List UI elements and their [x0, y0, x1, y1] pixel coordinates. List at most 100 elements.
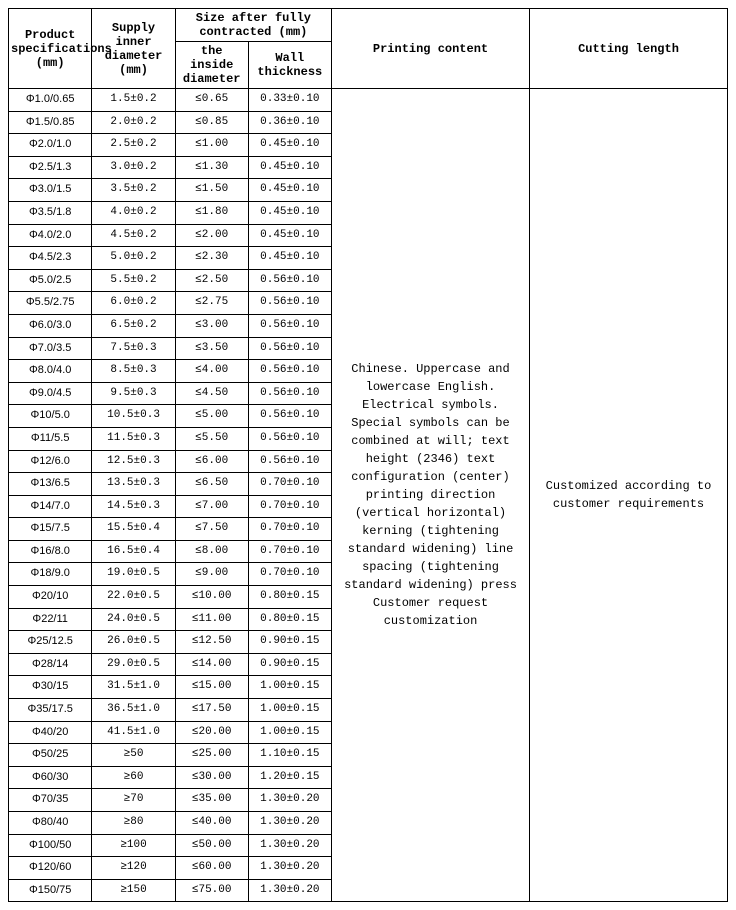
- cell-supply-diameter: 16.5±0.4: [92, 540, 175, 563]
- cell-inside-diameter: ≤40.00: [175, 812, 248, 835]
- cell-inside-diameter: ≤5.50: [175, 427, 248, 450]
- cell-wall-thickness: 1.20±0.15: [248, 766, 331, 789]
- cell-product-spec: Φ3.0/1.5: [9, 179, 92, 202]
- header-supply-diameter: Supply inner diameter (mm): [92, 9, 175, 89]
- cell-wall-thickness: 0.90±0.15: [248, 653, 331, 676]
- cell-wall-thickness: 0.56±0.10: [248, 450, 331, 473]
- cell-supply-diameter: 10.5±0.3: [92, 405, 175, 428]
- cell-product-spec: Φ3.5/1.8: [9, 201, 92, 224]
- cell-wall-thickness: 0.56±0.10: [248, 314, 331, 337]
- cell-wall-thickness: 1.00±0.15: [248, 676, 331, 699]
- cell-product-spec: Φ80/40: [9, 812, 92, 835]
- cell-inside-diameter: ≤4.00: [175, 360, 248, 383]
- cell-wall-thickness: 0.56±0.10: [248, 292, 331, 315]
- cell-product-spec: Φ7.0/3.5: [9, 337, 92, 360]
- cell-product-spec: Φ30/15: [9, 676, 92, 699]
- cell-supply-diameter: 3.5±0.2: [92, 179, 175, 202]
- cell-supply-diameter: 12.5±0.3: [92, 450, 175, 473]
- cell-product-spec: Φ2.5/1.3: [9, 156, 92, 179]
- cell-product-spec: Φ13/6.5: [9, 473, 92, 496]
- cell-inside-diameter: ≤11.00: [175, 608, 248, 631]
- cell-inside-diameter: ≤6.50: [175, 473, 248, 496]
- cell-inside-diameter: ≤0.85: [175, 111, 248, 134]
- cell-wall-thickness: 0.56±0.10: [248, 269, 331, 292]
- cell-inside-diameter: ≤1.30: [175, 156, 248, 179]
- cell-supply-diameter: 1.5±0.2: [92, 89, 175, 112]
- cell-product-spec: Φ40/20: [9, 721, 92, 744]
- cell-product-spec: Φ6.0/3.0: [9, 314, 92, 337]
- header-size-group: Size after fully contracted (mm): [175, 9, 331, 42]
- cell-product-spec: Φ5.0/2.5: [9, 269, 92, 292]
- cell-inside-diameter: ≤8.00: [175, 540, 248, 563]
- cell-supply-diameter: ≥60: [92, 766, 175, 789]
- cell-wall-thickness: 0.56±0.10: [248, 337, 331, 360]
- cell-product-spec: Φ15/7.5: [9, 518, 92, 541]
- cell-supply-diameter: 36.5±1.0: [92, 699, 175, 722]
- cell-wall-thickness: 1.30±0.20: [248, 789, 331, 812]
- table-body: Φ1.0/0.651.5±0.2≤0.650.33±0.10Chinese. U…: [9, 89, 728, 902]
- cell-supply-diameter: 8.5±0.3: [92, 360, 175, 383]
- cell-wall-thickness: 0.36±0.10: [248, 111, 331, 134]
- cell-inside-diameter: ≤50.00: [175, 834, 248, 857]
- cell-product-spec: Φ100/50: [9, 834, 92, 857]
- cell-product-spec: Φ8.0/4.0: [9, 360, 92, 383]
- cell-product-spec: Φ9.0/4.5: [9, 382, 92, 405]
- header-product-spec: Product specifications (mm): [9, 9, 92, 89]
- cell-inside-diameter: ≤7.00: [175, 495, 248, 518]
- cell-inside-diameter: ≤0.65: [175, 89, 248, 112]
- cell-wall-thickness: 0.45±0.10: [248, 156, 331, 179]
- cell-product-spec: Φ50/25: [9, 744, 92, 767]
- cell-supply-diameter: 6.0±0.2: [92, 292, 175, 315]
- cell-supply-diameter: 13.5±0.3: [92, 473, 175, 496]
- cell-supply-diameter: 9.5±0.3: [92, 382, 175, 405]
- cell-inside-diameter: ≤9.00: [175, 563, 248, 586]
- header-printing-content: Printing content: [332, 9, 530, 89]
- cell-inside-diameter: ≤1.80: [175, 201, 248, 224]
- cell-supply-diameter: ≥100: [92, 834, 175, 857]
- cell-cutting-length: Customized according to customer require…: [530, 89, 728, 902]
- cell-wall-thickness: 0.33±0.10: [248, 89, 331, 112]
- cell-inside-diameter: ≤35.00: [175, 789, 248, 812]
- cell-wall-thickness: 1.30±0.20: [248, 834, 331, 857]
- cell-wall-thickness: 0.70±0.10: [248, 518, 331, 541]
- cell-wall-thickness: 0.70±0.10: [248, 473, 331, 496]
- cell-inside-diameter: ≤14.00: [175, 653, 248, 676]
- cell-inside-diameter: ≤17.50: [175, 699, 248, 722]
- cell-supply-diameter: 3.0±0.2: [92, 156, 175, 179]
- cell-inside-diameter: ≤1.00: [175, 134, 248, 157]
- cell-wall-thickness: 0.70±0.10: [248, 563, 331, 586]
- cell-product-spec: Φ11/5.5: [9, 427, 92, 450]
- cell-product-spec: Φ12/6.0: [9, 450, 92, 473]
- specifications-table: Product specifications (mm) Supply inner…: [8, 8, 728, 902]
- cell-product-spec: Φ18/9.0: [9, 563, 92, 586]
- cell-wall-thickness: 0.90±0.15: [248, 631, 331, 654]
- cell-supply-diameter: 7.5±0.3: [92, 337, 175, 360]
- cell-product-spec: Φ28/14: [9, 653, 92, 676]
- cell-inside-diameter: ≤2.50: [175, 269, 248, 292]
- cell-product-spec: Φ150/75: [9, 879, 92, 902]
- cell-inside-diameter: ≤3.50: [175, 337, 248, 360]
- cell-wall-thickness: 0.80±0.15: [248, 608, 331, 631]
- cell-product-spec: Φ22/11: [9, 608, 92, 631]
- cell-product-spec: Φ60/30: [9, 766, 92, 789]
- cell-printing-content: Chinese. Uppercase and lowercase English…: [332, 89, 530, 902]
- cell-product-spec: Φ120/60: [9, 857, 92, 880]
- cell-inside-diameter: ≤2.30: [175, 247, 248, 270]
- cell-supply-diameter: 11.5±0.3: [92, 427, 175, 450]
- table-header: Product specifications (mm) Supply inner…: [9, 9, 728, 89]
- cell-product-spec: Φ4.5/2.3: [9, 247, 92, 270]
- cell-wall-thickness: 0.45±0.10: [248, 134, 331, 157]
- cell-wall-thickness: 0.56±0.10: [248, 405, 331, 428]
- cell-wall-thickness: 0.56±0.10: [248, 382, 331, 405]
- table-row: Φ1.0/0.651.5±0.2≤0.650.33±0.10Chinese. U…: [9, 89, 728, 112]
- cell-wall-thickness: 1.30±0.20: [248, 857, 331, 880]
- cell-supply-diameter: ≥150: [92, 879, 175, 902]
- cell-product-spec: Φ20/10: [9, 586, 92, 609]
- cell-inside-diameter: ≤6.00: [175, 450, 248, 473]
- cell-wall-thickness: 0.45±0.10: [248, 224, 331, 247]
- cell-supply-diameter: 31.5±1.0: [92, 676, 175, 699]
- cell-supply-diameter: 24.0±0.5: [92, 608, 175, 631]
- header-cutting-length: Cutting length: [530, 9, 728, 89]
- cell-wall-thickness: 0.45±0.10: [248, 201, 331, 224]
- cell-supply-diameter: 5.0±0.2: [92, 247, 175, 270]
